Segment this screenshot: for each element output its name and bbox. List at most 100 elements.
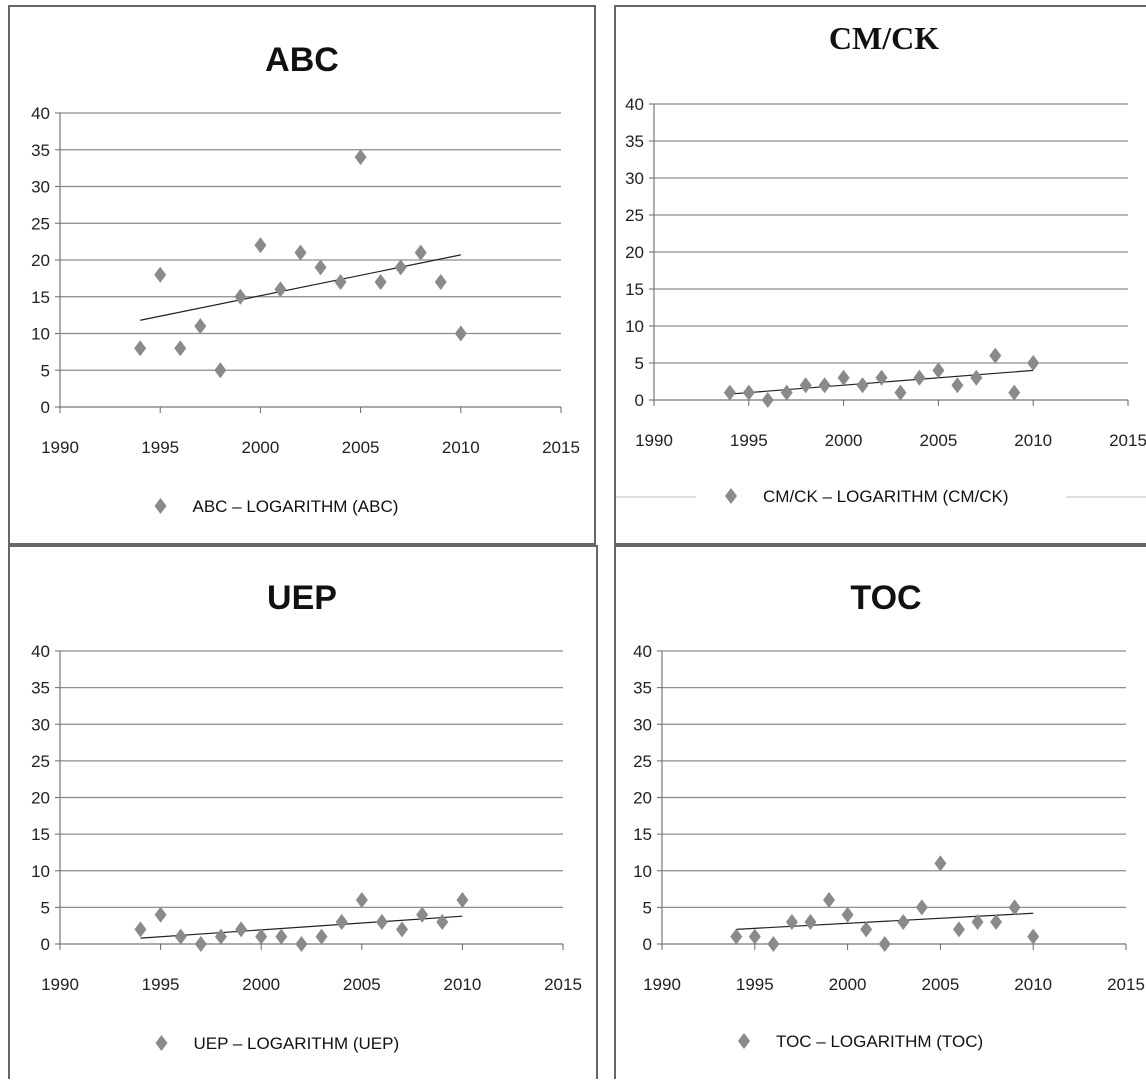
data-point <box>932 362 945 379</box>
x-tick-label: 1995 <box>141 438 179 457</box>
y-tick-label: 40 <box>625 95 644 114</box>
y-tick-label: 10 <box>633 862 652 881</box>
data-point <box>454 325 467 342</box>
y-tick-label: 20 <box>633 789 652 808</box>
data-point <box>396 921 409 938</box>
x-tick-label: 2010 <box>442 438 480 457</box>
x-tick-label: 2000 <box>241 438 279 457</box>
data-point <box>723 384 736 401</box>
data-point <box>194 936 207 952</box>
data-point <box>174 928 187 945</box>
data-point <box>275 928 288 945</box>
data-point <box>730 928 743 945</box>
y-tick-label: 10 <box>31 862 50 881</box>
chart-title: UEP <box>267 579 337 617</box>
y-tick-label: 30 <box>625 169 644 188</box>
data-point <box>315 928 328 945</box>
data-point <box>194 318 207 335</box>
data-point <box>952 921 965 938</box>
x-tick-label: 1995 <box>736 975 774 994</box>
legend-marker <box>155 1035 168 1051</box>
data-point <box>823 892 836 909</box>
legend-marker <box>154 498 167 514</box>
data-point <box>897 914 910 931</box>
x-tick-label: 2015 <box>544 975 582 994</box>
x-tick-label: 2015 <box>542 438 580 457</box>
data-point <box>970 369 983 386</box>
chart-abc: ABC 0 5 10 15 20 25 30 35 40 1990 1995 2000 2005 2010 2… <box>31 41 580 516</box>
x-tick-label: 1995 <box>142 975 180 994</box>
data-point <box>767 936 780 952</box>
y-tick-label: 35 <box>633 679 652 698</box>
y-tick-label: 5 <box>643 898 652 917</box>
data-point <box>434 274 447 291</box>
y-tick-label: 5 <box>635 354 644 373</box>
data-point <box>394 259 407 276</box>
x-tick-label: 1990 <box>635 431 673 450</box>
data-point <box>804 914 817 931</box>
data-point <box>894 384 907 401</box>
data-point <box>234 288 247 305</box>
data-point <box>255 928 268 945</box>
data-point <box>989 347 1002 364</box>
y-tick-label: 20 <box>625 243 644 262</box>
x-tick-label: 2015 <box>1109 431 1146 450</box>
x-tick-label: 1990 <box>41 438 79 457</box>
data-point <box>295 936 308 952</box>
data-point <box>748 928 761 945</box>
legend-label: ABC – LOGARITHM (ABC) <box>193 497 399 516</box>
y-tick-label: 35 <box>625 132 644 151</box>
chart-panel-toc: TOC 0 5 10 15 20 25 30 35 40 1990 1995 2000 2005 2010 2… <box>614 545 1146 1079</box>
data-point <box>294 244 307 261</box>
y-tick-label: 40 <box>31 104 50 123</box>
data-point <box>913 369 926 386</box>
data-point <box>1008 384 1021 401</box>
y-tick-label: 25 <box>31 214 50 233</box>
x-tick-label: 2015 <box>1107 975 1145 994</box>
x-tick-label: 2005 <box>342 438 380 457</box>
y-tick-label: 0 <box>41 398 50 417</box>
y-tick-label: 25 <box>625 206 644 225</box>
data-point <box>780 384 793 401</box>
data-point <box>174 340 187 357</box>
chart-panel-uep: UEP 0 5 10 15 20 25 30 35 40 1990 1995 2000 2005 2010 2… <box>8 545 598 1079</box>
data-point <box>274 281 287 298</box>
data-point <box>235 921 248 938</box>
data-point <box>818 377 831 394</box>
data-point <box>934 855 947 872</box>
data-point <box>915 899 928 916</box>
data-point <box>1027 355 1040 371</box>
x-tick-label: 2010 <box>443 975 481 994</box>
y-tick-label: 25 <box>31 752 50 771</box>
data-point <box>1027 928 1040 945</box>
data-point <box>799 377 812 394</box>
y-tick-label: 35 <box>31 679 50 698</box>
x-tick-label: 2000 <box>829 975 867 994</box>
legend-label: UEP – LOGARITHM (UEP) <box>194 1034 400 1053</box>
data-point <box>742 384 755 401</box>
y-tick-label: 25 <box>633 752 652 771</box>
y-tick-label: 20 <box>31 251 50 270</box>
data-point <box>354 149 367 166</box>
data-point <box>990 914 1003 931</box>
x-tick-label: 1990 <box>41 975 79 994</box>
y-tick-label: 15 <box>633 825 652 844</box>
data-point <box>837 369 850 386</box>
x-tick-label: 2010 <box>1014 975 1052 994</box>
legend-label: CM/CK – LOGARITHM (CM/CK) <box>763 487 1009 506</box>
chart-title: TOC <box>850 579 921 617</box>
y-tick-label: 30 <box>31 715 50 734</box>
data-point <box>971 914 984 931</box>
x-tick-label: 2005 <box>919 431 957 450</box>
x-tick-label: 2005 <box>921 975 959 994</box>
y-tick-label: 5 <box>41 361 50 380</box>
y-tick-label: 15 <box>625 280 644 299</box>
data-point <box>154 266 167 283</box>
trendline <box>140 915 463 939</box>
data-point <box>841 906 854 923</box>
chart-title: CM/CK <box>829 20 939 56</box>
data-point <box>314 259 327 276</box>
y-tick-label: 5 <box>41 898 50 917</box>
data-point <box>375 914 388 931</box>
y-tick-label: 15 <box>31 825 50 844</box>
